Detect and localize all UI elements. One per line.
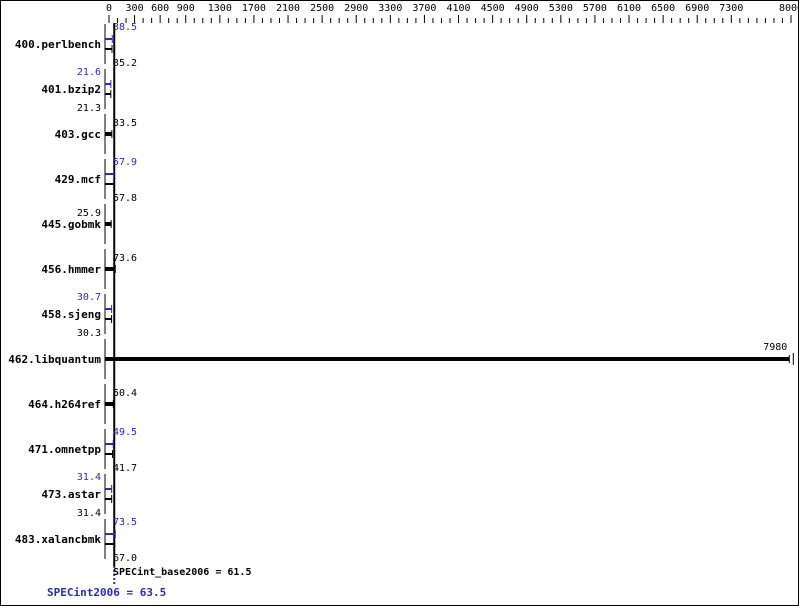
benchmark-row: 483.xalancbmk 67.0 73.5 [15,517,137,564]
benchmark-label: 483.xalancbmk [15,533,101,546]
benchmark-label: 462.libquantum [8,353,101,366]
benchmark-row: 464.h264ref 50.4 [28,384,137,424]
x-tick-label: 2900 [344,3,368,14]
x-tick-label: 5300 [549,3,573,14]
benchmark-label: 400.perlbench [15,38,101,51]
peak-summary-label: SPECint2006 = 63.5 [47,586,166,599]
base-value-label: 73.6 [113,253,137,264]
x-tick-label: 300 [126,3,144,14]
base-value-label: 35.2 [113,58,137,69]
peak-value-label: 31.4 [77,472,101,483]
base-value-label: 41.7 [113,463,137,474]
benchmark-row: 456.hmmer 73.6 [41,249,137,289]
benchmark-label: 471.omnetpp [28,443,101,456]
peak-bar [105,38,113,40]
x-tick-label: 600 [151,3,169,14]
benchmark-label: 458.sjeng [41,308,101,321]
base-value-label: 31.4 [77,508,101,519]
base-bar [105,48,113,50]
benchmark-row: 458.sjeng 30.3 30.7 [41,292,113,339]
x-tick-label: 6100 [617,3,641,14]
base-bar [105,267,116,271]
base-bar [105,222,112,226]
benchmark-row: 403.gcc 33.5 [55,114,137,154]
benchmark-label: 401.bzip2 [41,83,101,96]
x-tick-label: 900 [177,3,195,14]
base-value-label: 67.0 [113,553,137,564]
benchmark-label: 445.gobmk [41,218,101,231]
base-bar [105,183,114,185]
peak-value-label: 38.5 [113,22,137,33]
peak-value-label: 73.5 [113,517,137,528]
x-tick-label: 7300 [719,3,743,14]
benchmark-label: 456.hmmer [41,263,101,276]
benchmark-label: 473.astar [41,488,101,501]
peak-bar [105,443,114,445]
peak-bar [105,488,112,490]
peak-bar [105,308,112,310]
peak-value-label: 57.9 [113,157,137,168]
base-summary-label: SPECint_base2006 = 61.5 [113,566,251,578]
benchmark-label: 464.h264ref [28,398,101,411]
base-value-label: 7980 [763,342,787,353]
benchmark-row: 462.libquantum 7980 [8,339,794,379]
base-bar [105,318,112,320]
x-tick-label: 0 [106,3,112,14]
benchmark-row: 429.mcf 57.8 57.9 [55,157,137,204]
base-bar [105,543,115,545]
base-value-label: 50.4 [113,388,137,399]
x-tick-label: 5700 [583,3,607,14]
benchmark-row: 471.omnetpp 41.7 49.5 [28,427,137,474]
x-tick-label: 1300 [208,3,232,14]
x-tick-label: 3300 [378,3,402,14]
base-value-label: 30.3 [77,328,101,339]
x-tick-label: 4900 [515,3,539,14]
peak-bar [105,173,114,175]
peak-value-label: 49.5 [113,427,137,438]
base-bar [105,453,113,455]
base-value-label: 25.9 [77,208,101,219]
base-bar [105,93,111,95]
peak-value-label: 30.7 [77,292,101,303]
peak-bar [105,533,116,535]
base-value-label: 57.8 [113,193,137,204]
x-tick-label: 8000 [779,3,798,14]
base-bar [105,498,112,500]
x-tick-label: 1700 [242,3,266,14]
benchmark-row: 401.bzip2 21.3 21.6 [41,67,112,114]
x-tick-label: 4500 [481,3,505,14]
base-value-label: 33.5 [113,118,137,129]
peak-value-label: 21.6 [77,67,101,78]
x-tick-label: 3700 [412,3,436,14]
base-bar [105,402,114,406]
x-tick-label: 6500 [651,3,675,14]
base-bar [105,132,112,136]
benchmark-row: 473.astar 31.4 31.4 [41,472,113,519]
peak-bar [105,83,111,85]
benchmark-row: 400.perlbench 35.2 38.5 [15,22,137,69]
x-tick-label: 4100 [446,3,470,14]
base-bar [105,357,790,361]
benchmark-label: 429.mcf [55,173,101,186]
x-tick-label: 6900 [685,3,709,14]
benchmark-label: 403.gcc [55,128,101,141]
base-value-label: 21.3 [77,103,101,114]
x-tick-label: 2500 [310,3,334,14]
x-tick-label: 2100 [276,3,300,14]
